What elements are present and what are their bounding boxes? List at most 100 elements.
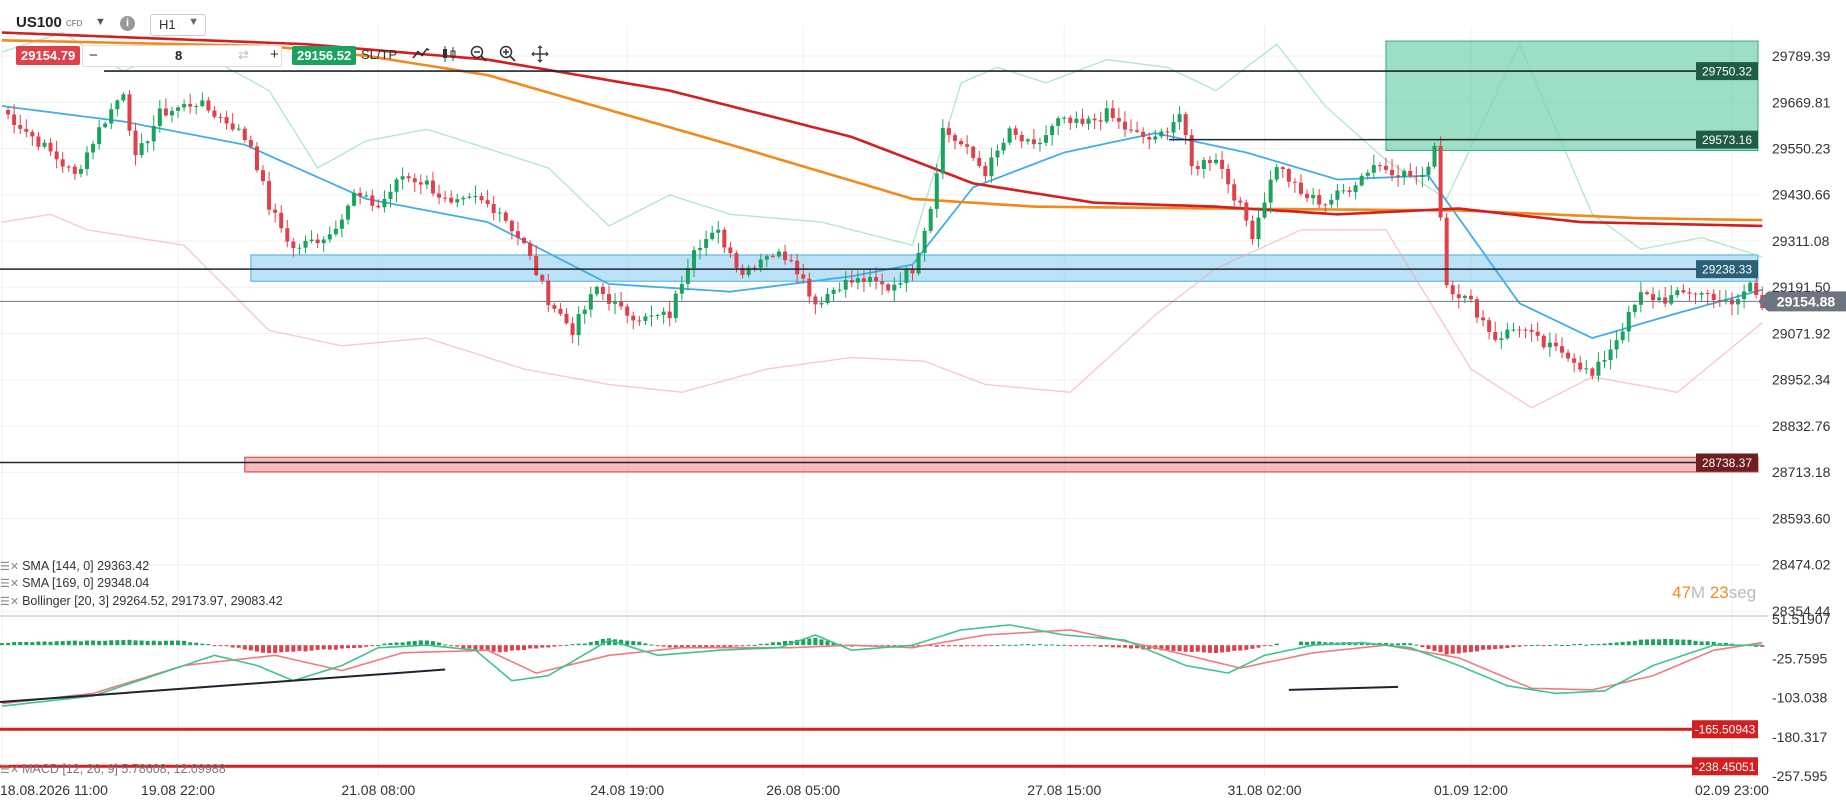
macd-histogram-bar: [576, 643, 581, 646]
candle-body: [218, 116, 223, 118]
sell-price-button[interactable]: 29154.79: [16, 46, 81, 65]
candle-body: [1402, 170, 1407, 177]
buy-price-button[interactable]: 29156.52: [292, 46, 357, 65]
macd-histogram-bar: [1693, 640, 1698, 646]
indicator-settings-icon[interactable]: ☰✕: [0, 764, 20, 776]
macd-histogram-bar: [18, 641, 23, 646]
candle-body: [1602, 360, 1607, 362]
candle-body: [1050, 125, 1055, 136]
price-level-lines[interactable]: 29750.32 29573.16 29238.33 28738.37 29154.88: [0, 62, 1846, 472]
candle-body: [1468, 295, 1473, 300]
macd-histogram-bar: [892, 645, 897, 647]
increase-quantity-button[interactable]: +: [270, 46, 279, 63]
candle-body: [1699, 292, 1704, 295]
candle-body: [1110, 108, 1115, 118]
candle-body: [728, 247, 733, 254]
candle-body: [1711, 293, 1716, 300]
macd-histogram-bar: [831, 642, 836, 646]
candle-body: [752, 267, 757, 269]
quantity-value[interactable]: 8: [175, 48, 183, 63]
macd-histogram-bar: [1135, 645, 1140, 649]
candle-body: [552, 305, 557, 309]
indicator-settings-icon[interactable]: ☰✕: [0, 578, 20, 590]
crosshair-icon[interactable]: [530, 44, 550, 64]
zoom-out-icon[interactable]: [469, 44, 489, 64]
candle-body: [1256, 217, 1261, 240]
macd-histogram-bar: [48, 641, 53, 646]
legend-sma169[interactable]: ☰✕ SMA [169, 0] 29348.04: [0, 576, 149, 590]
macd-histogram-bar: [169, 640, 174, 646]
indicator-settings-icon[interactable]: ☰✕: [0, 596, 20, 608]
candle-body: [1214, 159, 1218, 164]
candle-body: [1481, 317, 1486, 321]
macd-histogram-bar: [1547, 645, 1552, 647]
legend-macd[interactable]: ☰✕ MACD [12, 26, 9] 5.78608, 12.09988: [0, 762, 226, 776]
macd-histogram-bar: [388, 642, 393, 646]
price-axis-tick: 29430.66: [1772, 187, 1831, 203]
candle-body: [1499, 338, 1504, 340]
candle-body: [412, 178, 417, 183]
macd-histogram-bar: [534, 645, 539, 649]
legend-bollinger[interactable]: ☰✕ Bollinger [20, 3] 29264.52, 29173.97, …: [0, 594, 283, 608]
symbol-name[interactable]: US100: [16, 14, 62, 31]
candle-body: [1547, 342, 1552, 348]
candle-body: [1329, 199, 1334, 205]
repeat-icon[interactable]: ⇄: [238, 47, 249, 62]
macd-histogram-bar: [1529, 645, 1534, 647]
macd-histogram-bar: [182, 640, 187, 646]
red-zone: [244, 456, 1759, 473]
macd-histogram-bar: [230, 645, 235, 648]
info-icon[interactable]: i: [120, 16, 135, 31]
candle-body: [1347, 190, 1352, 193]
quantity-stepper[interactable]: − 8 ⇄ +: [82, 45, 282, 67]
candle-body: [370, 195, 375, 206]
candle-body: [176, 107, 181, 111]
candle-body: [1359, 175, 1364, 186]
sl-tp-button[interactable]: SL/TP: [361, 47, 398, 62]
indicator-settings-icon[interactable]: ☰✕: [0, 561, 20, 573]
macd-histogram-bar: [952, 645, 957, 647]
candle-body: [1420, 174, 1425, 177]
candle-body: [1238, 200, 1243, 203]
candle-body: [48, 142, 53, 152]
symbol-dropdown-chevron-icon[interactable]: ▼: [95, 16, 106, 28]
macd-histogram-bar: [212, 645, 217, 647]
macd-histogram-bar: [218, 645, 223, 647]
candle-body: [685, 268, 690, 284]
candle-body: [1317, 195, 1322, 205]
macd-histogram-bar: [430, 641, 435, 646]
timeframe-select[interactable]: H1 ▼: [150, 14, 206, 36]
candle-body: [607, 293, 611, 304]
macd-histogram-bar: [315, 645, 320, 650]
candle-body: [485, 200, 490, 205]
candle-body: [1280, 167, 1285, 170]
candlesticks[interactable]: [6, 90, 1765, 382]
macd-histogram-bar: [1007, 644, 1012, 646]
candlestick-icon[interactable]: [440, 44, 460, 64]
macd-histogram-bar: [1074, 645, 1079, 647]
time-axis[interactable]: 18.08.2026 11:00 19.08 22:00 21.08 08:00 24…: [0, 782, 1846, 798]
macd-histogram-bar: [746, 644, 751, 646]
candle-body: [928, 208, 933, 231]
line-chart-icon[interactable]: [411, 44, 431, 64]
macd-histogram-bar: [1171, 645, 1176, 652]
candle-body: [1044, 135, 1049, 143]
macd-histogram-bar: [437, 642, 442, 646]
macd-histogram-bar: [1165, 645, 1170, 651]
zoom-in-icon[interactable]: [498, 44, 518, 64]
macd-histogram-bar: [764, 643, 769, 646]
macd-histogram-bar: [473, 645, 478, 650]
decrease-quantity-button[interactable]: −: [89, 47, 98, 64]
macd-histogram-bar: [673, 645, 678, 648]
candle-body: [1341, 190, 1346, 192]
price-axis-tick: 28593.60: [1772, 510, 1831, 526]
legend-sma144[interactable]: ☰✕ SMA [144, 0] 29363.42: [0, 559, 149, 573]
candle-body: [655, 314, 660, 316]
candle-body: [1262, 202, 1267, 218]
price-axis[interactable]: 29789.39 29669.81 29550.23 29430.66 29311.08…: [1772, 48, 1831, 784]
macd-histogram-bar: [1754, 645, 1759, 647]
candle-body: [1517, 329, 1522, 331]
macd-histogram-bar: [655, 645, 660, 647]
candle-body: [1596, 361, 1601, 376]
